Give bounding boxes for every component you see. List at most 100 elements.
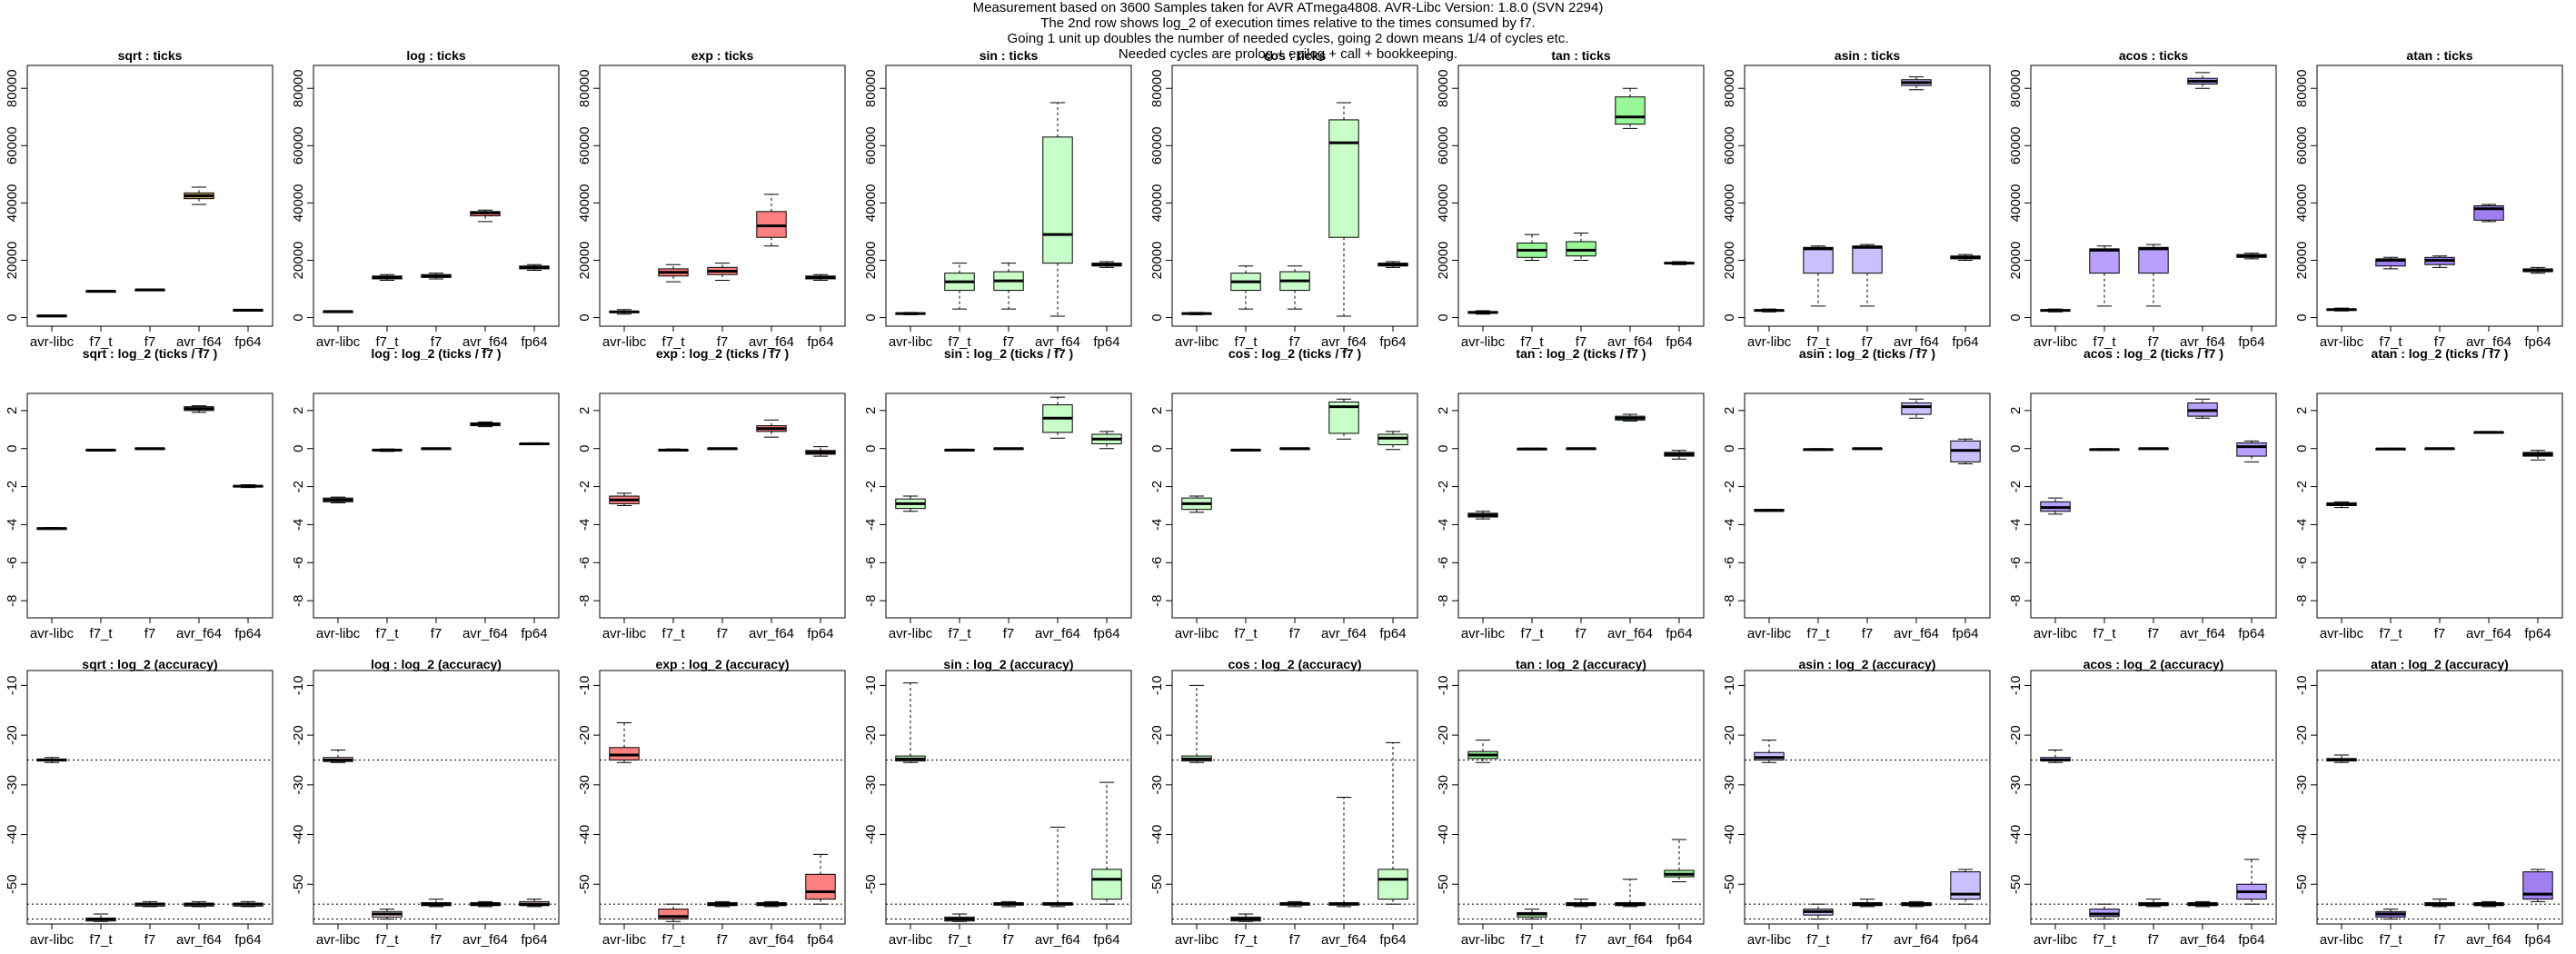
x-tick-label: avr_f64 [2466,334,2511,350]
panel-title: asin : ticks [1835,48,1901,63]
y-tick-label: 0 [863,445,879,452]
x-tick-label: f7 [144,932,156,948]
panel-frame [2316,65,2563,327]
x-tick-label: avr_f64 [1894,334,1939,350]
panel-frame [1744,393,1991,619]
y-tick-label: -8 [5,594,20,606]
x-tick-label: avr-libc [1175,932,1219,948]
y-tick-label: 20000 [1722,242,1737,280]
y-tick-label: 60000 [1149,126,1165,164]
x-tick-label: avr_f64 [1035,932,1080,948]
panel-frame [26,670,274,925]
x-tick-label: f7 [2434,932,2446,948]
panel-title: sqrt : ticks [118,48,183,63]
x-tick-label: f7_t [1520,626,1544,641]
y-tick-label: -2 [5,481,20,492]
x-tick-label: avr-libc [602,932,647,948]
panel-title: sin : log_2 (accuracy) [943,657,1073,671]
x-tick-label: f7 [431,626,443,641]
y-tick-label: 0 [5,313,20,321]
panel-frame [313,65,560,327]
y-tick-label: -2 [863,481,879,492]
x-tick-label: fp64 [1093,626,1119,641]
y-tick-label: 2 [291,407,306,414]
y-tick-label: -50 [2294,874,2310,894]
panel-title: asin : log_2 (accuracy) [1799,657,1936,671]
x-tick-label: avr-libc [316,626,361,641]
y-tick-label: -10 [863,676,879,696]
y-tick-label: -10 [577,676,592,696]
y-tick-label: 0 [1722,313,1737,321]
y-tick-label: -20 [1149,725,1165,745]
x-tick-label: f7 [431,932,443,948]
panel-title: atan : log_2 (ticks / f7 ) [2372,346,2509,361]
y-tick-label: -4 [863,519,879,531]
box [805,873,836,900]
x-tick-label: f7 [1576,932,1587,948]
x-tick-label: f7 [1003,932,1015,948]
x-tick-label: avr-libc [30,932,75,948]
x-tick-label: avr-libc [602,626,647,641]
x-tick-label: f7_t [2093,932,2116,948]
y-tick-label: 60000 [2008,126,2024,164]
panel-frame [599,65,846,327]
y-tick-label: 2 [2294,407,2310,414]
y-tick-label: 80000 [1436,69,1451,107]
panel-frame [1457,393,1705,619]
y-tick-label: 0 [577,313,592,321]
x-tick-label: avr_f64 [1894,626,1939,641]
x-tick-label: f7 [717,932,729,948]
y-tick-label: -30 [1149,775,1165,795]
x-tick-label: fp64 [2524,334,2551,350]
y-tick-label: 40000 [2008,184,2024,223]
x-tick-label: avr_f64 [1321,626,1367,641]
x-tick-label: f7_t [1520,932,1544,948]
x-tick-label: avr-libc [1461,334,1506,350]
x-tick-label: avr_f64 [2180,932,2225,948]
box [1803,246,1834,274]
x-tick-label: avr-libc [1461,932,1506,948]
y-tick-label: -10 [1436,676,1451,696]
y-tick-label: -30 [1436,775,1451,795]
x-tick-label: fp64 [807,334,833,350]
y-tick-label: 40000 [2294,184,2310,223]
y-tick-label: -40 [291,825,306,845]
y-tick-label: 60000 [291,126,306,164]
x-tick-label: f7 [2148,334,2160,350]
panel-title: tan : log_2 (accuracy) [1516,657,1646,671]
y-tick-label: -6 [1436,557,1451,569]
panel-frame [2030,65,2277,327]
y-tick-label: 0 [2294,445,2310,452]
x-tick-label: fp64 [807,932,833,948]
y-tick-label: -2 [2008,481,2024,492]
panel-title: log : ticks [406,48,466,63]
panel-title: exp : log_2 (ticks / f7 ) [656,346,789,361]
box [1378,433,1408,446]
y-tick-label: -4 [1436,519,1451,531]
box [2089,248,2120,274]
y-tick-label: -50 [577,874,592,894]
panel-frame [1457,65,1705,327]
x-tick-label: avr_f64 [462,334,508,350]
y-tick-label: 80000 [1722,69,1737,107]
y-tick-label: -50 [1722,874,1737,894]
panel-frame [1457,670,1705,925]
x-tick-label: avr-libc [1747,932,1792,948]
x-tick-label: avr_f64 [1894,932,1939,948]
x-tick-label: f7_t [1806,334,1830,350]
y-tick-label: 20000 [2008,242,2024,280]
x-tick-label: fp64 [521,626,547,641]
y-tick-label: -20 [2008,725,2024,745]
x-tick-label: avr_f64 [749,626,794,641]
y-tick-label: 60000 [863,126,879,164]
y-tick-label: 20000 [1149,242,1165,280]
y-tick-label: -40 [863,825,879,845]
y-tick-label: -8 [291,594,306,606]
y-tick-label: -40 [1436,825,1451,845]
x-tick-label: f7_t [948,626,971,641]
box [1615,96,1646,125]
y-tick-label: 40000 [5,184,20,223]
panel-title: sqrt : log_2 (accuracy) [82,657,217,671]
y-tick-label: -30 [2294,775,2310,795]
x-tick-label: avr-libc [2034,626,2078,641]
